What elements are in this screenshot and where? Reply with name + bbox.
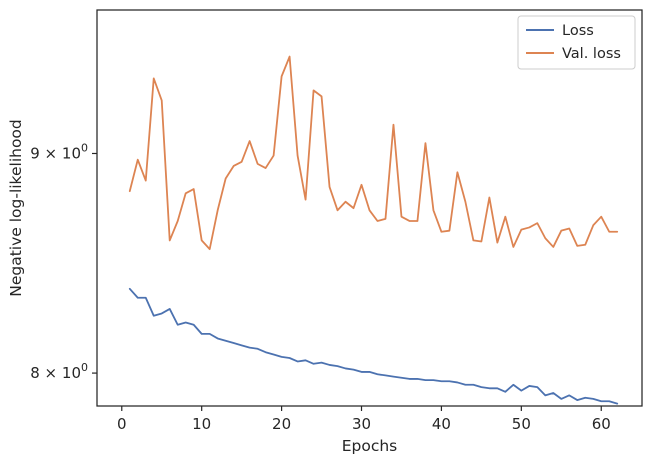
legend-label-val-loss: Val. loss bbox=[562, 46, 621, 62]
x-tick-label: 40 bbox=[432, 415, 451, 433]
legend-label-loss: Loss bbox=[562, 23, 594, 39]
x-tick-label: 20 bbox=[272, 415, 291, 433]
x-tick-label: 10 bbox=[192, 415, 211, 433]
x-tick-label: 0 bbox=[117, 415, 127, 433]
x-axis-ticks: 0 10 20 30 40 50 60 bbox=[117, 406, 611, 433]
x-axis-label: Epochs bbox=[342, 437, 398, 455]
y-axis-ticks: 8 × 100 9 × 100 bbox=[30, 141, 97, 382]
y-tick-label: 9 × 100 bbox=[30, 141, 88, 162]
series-layer bbox=[128, 55, 619, 405]
series-line-loss bbox=[128, 287, 619, 405]
y-axis-label: Negative log-likelihood bbox=[7, 119, 25, 297]
x-tick-label: 30 bbox=[352, 415, 371, 433]
series-line-val-loss bbox=[128, 55, 619, 251]
plot-frame bbox=[96, 9, 643, 407]
x-tick-label: 50 bbox=[512, 415, 531, 433]
x-tick-label: 60 bbox=[592, 415, 611, 433]
legend: Loss Val. loss bbox=[517, 15, 636, 70]
y-tick-label: 8 × 100 bbox=[30, 361, 88, 382]
